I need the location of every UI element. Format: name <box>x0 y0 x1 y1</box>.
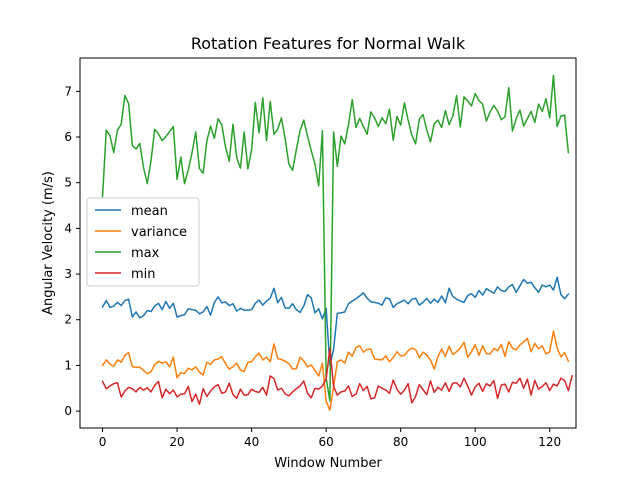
y-axis: 0 1 2 3 4 5 6 7 <box>64 84 80 418</box>
y-tick-label: 0 <box>64 404 72 418</box>
legend-box <box>86 197 200 287</box>
chart-title: Rotation Features for Normal Walk <box>191 34 466 53</box>
y-tick-label: 4 <box>64 221 72 235</box>
y-tick-label: 6 <box>64 130 72 144</box>
series-line-max <box>101 74 570 402</box>
x-tick-label: 80 <box>393 435 408 449</box>
y-tick-label: 1 <box>64 358 72 372</box>
y-tick-label: 5 <box>64 176 72 190</box>
legend-label-mean: mean <box>131 204 168 219</box>
series-layer <box>101 74 574 411</box>
legend-label-min: min <box>131 267 156 282</box>
x-tick-label: 20 <box>169 435 184 449</box>
legend: mean variance max min <box>86 197 200 287</box>
y-tick-label: 2 <box>64 313 72 327</box>
series-line-variance <box>101 330 570 411</box>
y-axis-label: Angular Velocity (m/s) <box>41 171 56 315</box>
x-tick-label: 120 <box>538 435 561 449</box>
x-axis: 0 20 40 60 80 100 120 <box>99 428 561 449</box>
plot-frame <box>79 57 577 429</box>
series-line-mean <box>101 276 570 367</box>
x-tick-label: 100 <box>464 435 487 449</box>
legend-label-variance: variance <box>131 225 187 240</box>
x-tick-label: 40 <box>244 435 259 449</box>
y-tick-label: 3 <box>64 267 72 281</box>
y-tick-label: 7 <box>64 84 72 98</box>
x-tick-label: 0 <box>99 435 107 449</box>
x-tick-label: 60 <box>318 435 333 449</box>
x-axis-label: Window Number <box>274 456 382 471</box>
legend-label-max: max <box>131 246 160 261</box>
series-line-min <box>101 347 574 405</box>
